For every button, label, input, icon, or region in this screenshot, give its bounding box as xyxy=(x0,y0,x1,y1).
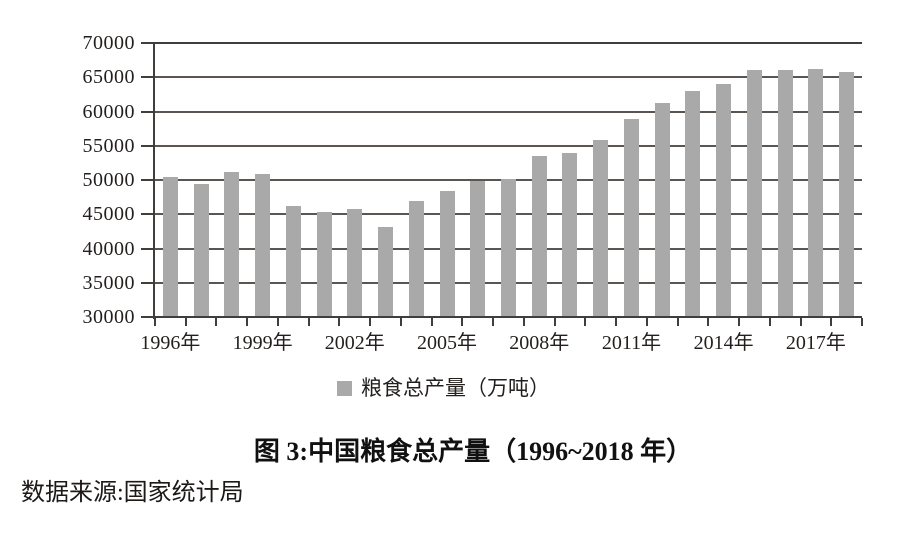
bar-2005年 xyxy=(439,190,455,317)
x-tick-0 xyxy=(154,318,156,326)
y-axis-line xyxy=(153,43,155,319)
y-tick-35000 xyxy=(141,281,155,284)
bar-2006年 xyxy=(470,181,486,317)
x-tick-22 xyxy=(830,318,833,326)
x-tick-21 xyxy=(799,318,802,326)
data-source-note: 数据来源:国家统计局 xyxy=(21,480,244,506)
x-axis-label-2002年: 2002年 xyxy=(324,332,385,354)
bar-2007年 xyxy=(501,178,516,317)
y-axis-label-30000: 30000 xyxy=(82,306,135,328)
gridline-55000 xyxy=(155,144,862,147)
x-tick-1 xyxy=(184,318,187,326)
chart-legend: 粮食总产量（万吨） xyxy=(337,374,550,402)
legend-label: 粮食总产量（万吨） xyxy=(361,376,550,400)
bar-2016年 xyxy=(777,70,793,317)
y-axis-label-65000: 65000 xyxy=(82,66,135,89)
x-tick-15 xyxy=(615,318,618,326)
x-tick-13 xyxy=(553,318,556,326)
bar-1996年 xyxy=(162,176,178,317)
bar-2014年 xyxy=(716,84,732,317)
gridline-60000 xyxy=(155,110,862,113)
bar-2011年 xyxy=(623,119,639,317)
x-axis-line xyxy=(153,316,862,318)
bar-2003年 xyxy=(378,227,394,317)
x-tick-12 xyxy=(522,318,525,326)
x-tick-19 xyxy=(738,318,741,326)
y-tick-60000 xyxy=(141,110,155,113)
gridline-70000 xyxy=(155,42,862,44)
bar-2001年 xyxy=(316,212,332,317)
y-tick-65000 xyxy=(141,76,155,79)
y-axis-label-55000: 55000 xyxy=(82,134,135,157)
x-tick-14 xyxy=(584,318,587,326)
bar-2002年 xyxy=(347,209,363,317)
x-tick-3 xyxy=(246,318,249,326)
x-tick-5 xyxy=(307,318,310,326)
x-tick-11 xyxy=(492,318,495,326)
y-tick-50000 xyxy=(141,179,155,181)
y-tick-70000 xyxy=(141,42,155,44)
x-tick-6 xyxy=(338,318,341,326)
legend-marker-icon xyxy=(337,381,352,396)
x-tick-7 xyxy=(369,318,372,326)
y-tick-30000 xyxy=(141,316,155,318)
y-axis-label-45000: 45000 xyxy=(82,203,135,226)
bar-1999年 xyxy=(255,174,271,317)
y-axis-label-35000: 35000 xyxy=(82,271,135,294)
bar-1998年 xyxy=(224,171,240,317)
x-tick-9 xyxy=(430,318,433,326)
bar-2012年 xyxy=(654,103,670,317)
y-axis-label-40000: 40000 xyxy=(82,237,135,260)
bar-2009年 xyxy=(562,153,578,317)
x-tick-20 xyxy=(768,318,771,326)
bar-2017年 xyxy=(808,69,824,317)
x-axis-label-2014年: 2014年 xyxy=(693,332,754,354)
bar-2018年 xyxy=(839,71,855,317)
x-tick-4 xyxy=(276,318,279,326)
x-axis-label-1996年: 1996年 xyxy=(140,332,201,354)
figure-caption: 图 3:中国粮食总产量（1996~2018 年） xyxy=(253,437,693,466)
y-axis-label-60000: 60000 xyxy=(82,100,135,123)
bar-2008年 xyxy=(531,156,547,317)
x-axis-label-2017年: 2017年 xyxy=(785,332,846,354)
bar-2004年 xyxy=(408,200,424,317)
y-tick-40000 xyxy=(141,247,155,250)
y-tick-55000 xyxy=(141,144,155,147)
x-axis-label-1999年: 1999年 xyxy=(232,332,293,354)
x-tick-18 xyxy=(707,318,710,326)
bar-2010年 xyxy=(593,139,609,317)
y-axis-label-70000: 70000 xyxy=(82,32,135,54)
x-axis-label-2011年: 2011年 xyxy=(601,332,662,354)
bar-2015年 xyxy=(746,69,762,317)
bar-1997年 xyxy=(193,183,209,317)
x-axis-label-2008年: 2008年 xyxy=(509,332,570,354)
x-tick-16 xyxy=(645,318,648,326)
y-tick-45000 xyxy=(141,213,155,216)
x-tick-17 xyxy=(676,318,679,326)
x-tick-2 xyxy=(215,318,218,326)
x-tick-23 xyxy=(861,318,863,326)
gridline-65000 xyxy=(155,76,862,79)
y-axis-label-50000: 50000 xyxy=(82,169,135,191)
bar-2000年 xyxy=(285,205,301,317)
x-axis-label-2005年: 2005年 xyxy=(417,332,478,354)
x-tick-10 xyxy=(461,318,464,326)
bar-2013年 xyxy=(685,90,701,317)
x-tick-8 xyxy=(399,318,402,326)
